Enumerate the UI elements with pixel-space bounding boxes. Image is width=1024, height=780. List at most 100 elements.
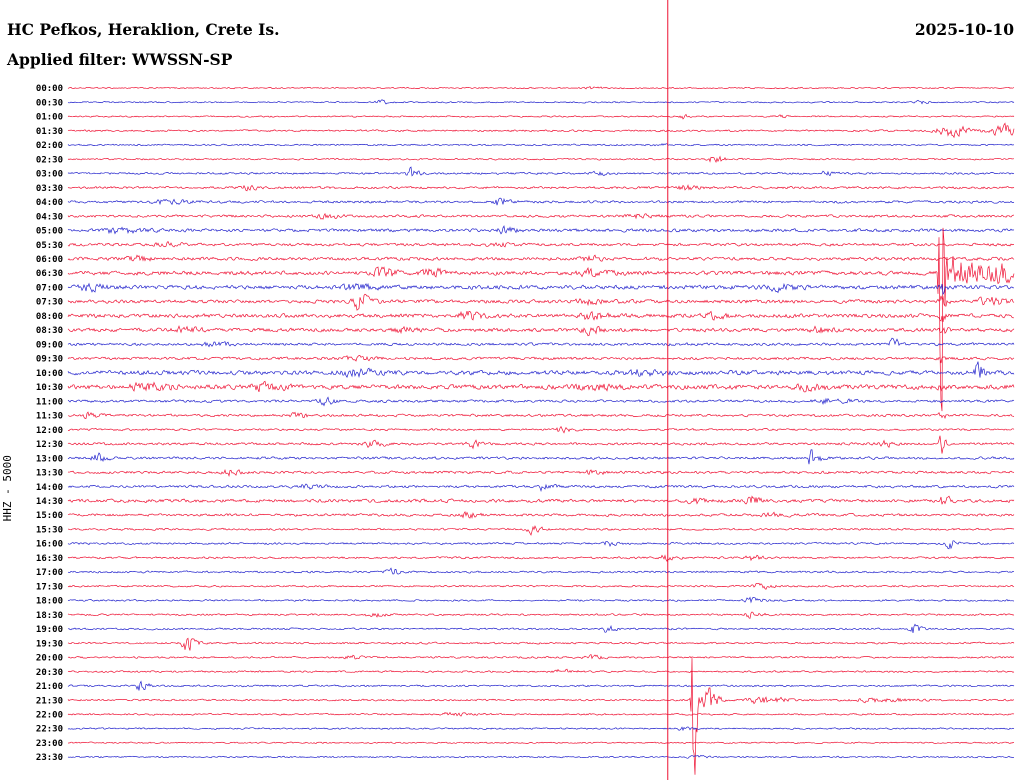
trace-row-2200 [67, 711, 1015, 717]
trace-row-2030 [67, 668, 1015, 673]
trace-row-2230 [67, 726, 1015, 732]
trace-row-1200 [67, 425, 1015, 434]
trace-row-2130 [67, 658, 1015, 775]
row-time-label: 16:00 [36, 540, 63, 550]
trace-row-1300 [67, 449, 1015, 465]
row-time-label: 16:30 [36, 554, 63, 564]
trace-row-0730 [67, 293, 1015, 311]
trace-row-1100 [67, 396, 1015, 407]
row-time-label: 19:00 [36, 625, 63, 635]
trace-row-0030 [67, 99, 1015, 105]
trace-row-1130 [68, 411, 1015, 419]
station-title: HC Pefkos, Heraklion, Crete Is. [7, 20, 280, 39]
trace-row-1900 [67, 623, 1015, 634]
row-time-label: 10:00 [36, 369, 63, 379]
row-time-label: 05:30 [36, 241, 63, 251]
row-time-label: 01:30 [36, 127, 63, 137]
row-time-label: 17:00 [36, 568, 63, 578]
trace-row-0630 [67, 227, 1015, 412]
trace-row-1930 [67, 637, 1015, 651]
row-time-label: 10:30 [36, 383, 63, 393]
trace-row-2300 [67, 741, 1014, 744]
trace-row-0000 [67, 85, 1015, 90]
trace-row-0800 [67, 310, 1014, 322]
row-time-label: 05:00 [36, 227, 63, 237]
trace-row-0530 [67, 240, 1015, 248]
row-time-label: 06:00 [36, 255, 63, 265]
row-time-label: 04:30 [36, 212, 63, 222]
row-time-label: 18:30 [36, 611, 63, 621]
row-time-label: 03:30 [36, 184, 63, 194]
trace-row-0900 [67, 337, 1015, 348]
row-time-label: 20:30 [36, 668, 63, 678]
row-time-label: 15:30 [36, 526, 63, 536]
row-time-label: 13:00 [36, 454, 63, 464]
row-time-label: 21:30 [36, 696, 63, 706]
trace-row-1630 [67, 554, 1015, 562]
row-time-label: 02:00 [36, 141, 63, 151]
trace-row-0500 [67, 225, 1015, 235]
row-time-label: 22:00 [36, 711, 63, 721]
trace-row-0930 [67, 355, 1015, 364]
trace-row-1600 [67, 540, 1015, 550]
row-time-label: 11:30 [36, 412, 63, 422]
filter-label: Applied filter: WWSSN-SP [7, 50, 233, 69]
row-time-label: 02:30 [36, 155, 63, 165]
row-time-label: 23:00 [36, 739, 63, 749]
row-time-label: 03:00 [36, 170, 63, 180]
trace-row-1500 [67, 511, 1015, 519]
row-time-label: 18:00 [36, 597, 63, 607]
row-time-label: 19:30 [36, 639, 63, 649]
row-time-label: 09:00 [36, 340, 63, 350]
trace-row-2330 [67, 754, 1015, 759]
trace-row-0700 [67, 282, 1015, 296]
row-time-label: 12:00 [36, 426, 63, 436]
trace-row-0600 [67, 254, 1015, 262]
trace-row-1700 [67, 567, 1015, 575]
trace-row-0300 [67, 166, 1015, 177]
row-time-label: 15:00 [36, 511, 63, 521]
row-time-label: 07:00 [36, 284, 63, 294]
row-time-label: 23:30 [36, 753, 63, 763]
trace-row-0830 [67, 325, 1015, 337]
row-time-label: 11:00 [36, 397, 63, 407]
row-time-label: 06:30 [36, 269, 63, 279]
trace-row-1800 [67, 596, 1015, 604]
trace-row-1030 [67, 380, 1015, 393]
trace-row-1330 [67, 468, 1015, 478]
header-date: 2025-10-10 [914, 20, 1014, 39]
row-time-label: 00:00 [36, 84, 63, 94]
row-time-label: 13:30 [36, 469, 63, 479]
row-time-label: 00:30 [36, 98, 63, 108]
row-time-label: 21:00 [36, 682, 63, 692]
trace-row-0400 [67, 197, 1015, 206]
row-time-label: 14:30 [36, 497, 63, 507]
row-time-label: 17:30 [36, 582, 63, 592]
trace-row-2100 [67, 680, 1015, 691]
trace-row-0330 [67, 184, 1015, 192]
row-time-label: 04:00 [36, 198, 63, 208]
row-time-label: 08:30 [36, 326, 63, 336]
row-time-label: 12:30 [36, 440, 63, 450]
trace-row-1830 [67, 611, 1015, 619]
trace-row-1400 [67, 483, 1015, 493]
trace-row-0130 [67, 122, 1015, 139]
trace-row-1730 [67, 582, 1015, 590]
row-time-label: 07:30 [36, 298, 63, 308]
trace-row-2000 [67, 653, 1015, 660]
row-time-label: 09:30 [36, 355, 63, 365]
trace-row-1530 [67, 525, 1015, 536]
row-time-label: 01:00 [36, 113, 63, 123]
trace-row-0230 [67, 155, 1014, 163]
row-time-label: 22:30 [36, 725, 63, 735]
row-time-label: 20:00 [36, 654, 63, 664]
trace-row-0430 [67, 212, 1015, 220]
trace-row-1000 [67, 361, 1015, 379]
row-time-label: 14:00 [36, 483, 63, 493]
trace-row-1230 [67, 435, 1015, 454]
trace-row-1430 [67, 495, 1015, 505]
trace-row-0100 [67, 113, 1015, 120]
row-time-label: 08:00 [36, 312, 63, 322]
